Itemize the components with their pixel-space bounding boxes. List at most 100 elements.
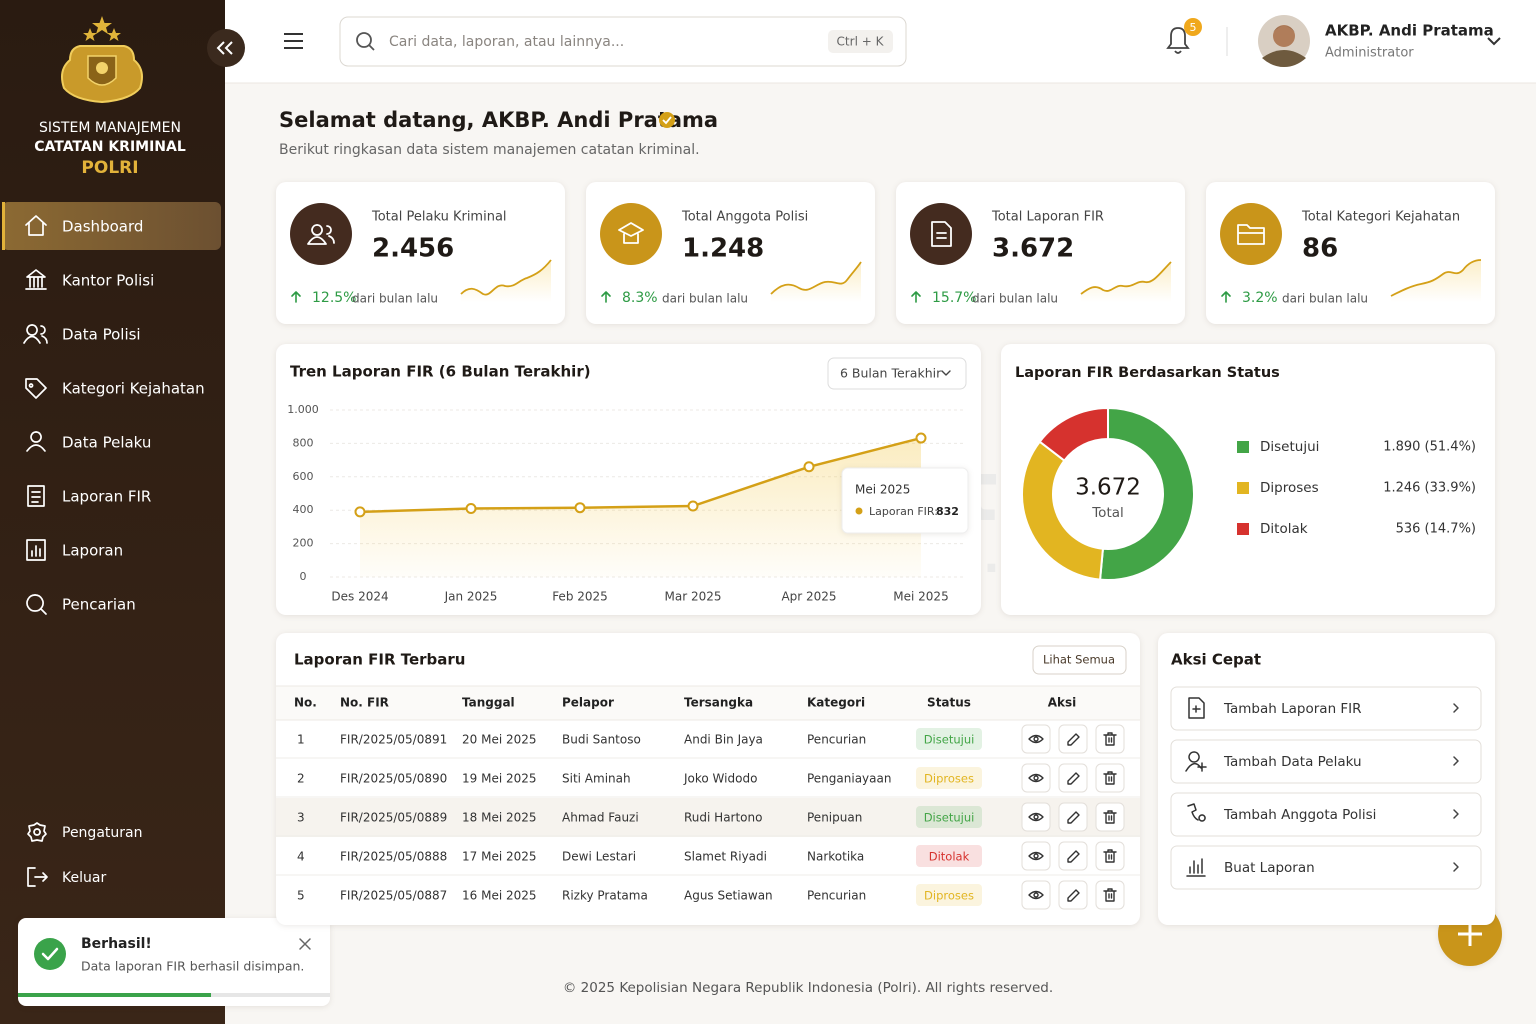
trend-point[interactable] [915, 432, 927, 444]
edit-button[interactable] [1058, 724, 1088, 754]
user-dropdown[interactable] [1487, 37, 1501, 46]
nav-item[interactable]: Data Polisi [62, 326, 141, 344]
nav-item[interactable]: Pencarian [62, 596, 136, 614]
edit-button[interactable] [1058, 763, 1088, 793]
view-button[interactable] [1021, 841, 1051, 871]
delete-button[interactable] [1095, 880, 1125, 910]
trend-point[interactable] [803, 461, 815, 473]
trend-point[interactable] [354, 506, 366, 518]
collapse-button[interactable] [207, 29, 245, 67]
toast-check [41, 947, 59, 961]
nav-item[interactable]: Pengaturan [62, 825, 142, 841]
status-badge: Diproses [924, 889, 974, 903]
sparkline-area [1391, 260, 1481, 302]
action-icon [1028, 812, 1044, 822]
delete-button[interactable] [1095, 724, 1125, 754]
quick-action[interactable] [1170, 686, 1482, 731]
trend-point[interactable] [574, 502, 586, 514]
toast-close[interactable] [299, 938, 311, 950]
notification-button[interactable] [1166, 18, 1202, 54]
trend-point[interactable] [687, 500, 699, 512]
nav-item[interactable]: Kantor Polisi [62, 272, 154, 290]
view-button[interactable] [1021, 724, 1051, 754]
nav-item[interactable]: Kategori Kejahatan [62, 380, 205, 398]
nav-active-bg[interactable] [2, 202, 221, 250]
menu-button[interactable] [284, 33, 303, 49]
table-cell: FIR/2025/05/0889 [340, 811, 447, 825]
quick-action-chevron [1453, 703, 1459, 713]
quick-action[interactable] [1170, 792, 1482, 837]
dropdown-chevron [941, 370, 951, 376]
quick-action-icon [1187, 803, 1206, 822]
delete-button[interactable] [1095, 802, 1125, 832]
search-box[interactable] [339, 16, 907, 67]
trend-arrow [1221, 291, 1231, 303]
trend-point[interactable] [465, 503, 477, 515]
sparkline-line [1080, 261, 1172, 295]
quick-action-icon [1188, 697, 1205, 719]
nav-icon [27, 822, 47, 842]
action-icon [1028, 890, 1044, 900]
logo [61, 16, 143, 104]
sparkline-line [460, 259, 552, 296]
table-header: Aksi [1048, 696, 1077, 710]
sparkline [1390, 259, 1482, 302]
table-cell: 18 Mei 2025 [462, 811, 537, 825]
edit-button[interactable] [1058, 841, 1088, 871]
legend-swatch [1237, 482, 1249, 494]
sparkline-area [461, 260, 551, 302]
nav-icon [26, 594, 47, 615]
nav-icon [27, 485, 45, 507]
view-button[interactable] [1021, 802, 1051, 832]
legend-label: Diproses [1260, 480, 1319, 496]
action-icon [1103, 849, 1117, 863]
y-tick-label: 200 [293, 537, 314, 550]
action-icon [1067, 889, 1080, 902]
period-dropdown-label: 6 Bulan Terakhir [840, 366, 942, 381]
table-cell: Agus Setiawan [684, 889, 773, 903]
table-header-bg [276, 686, 1140, 720]
status-badge-bg [916, 845, 982, 867]
view-button[interactable] [1021, 763, 1051, 793]
notification-count: 5 [1190, 21, 1197, 34]
legend-value: 536 (14.7%) [1396, 522, 1476, 537]
nav-icon [26, 539, 46, 561]
quick-action[interactable] [1170, 739, 1482, 784]
table-cell: Penganiayaan [807, 772, 891, 786]
trend-arrow [601, 291, 611, 303]
action-icon [1028, 734, 1044, 744]
nav-item[interactable]: Laporan FIR [62, 488, 151, 506]
table-cell: Joko Widodo [683, 772, 757, 786]
view-button[interactable] [1021, 880, 1051, 910]
edit-button[interactable] [1058, 802, 1088, 832]
table-header: Tanggal [462, 696, 515, 710]
stat-change: 15.7% [932, 290, 976, 306]
x-tick-label: Mei 2025 [893, 590, 948, 604]
view-all-button[interactable] [1032, 645, 1127, 675]
view-all-label: Lihat Semua [1043, 653, 1115, 667]
y-tick-label: 1.000 [287, 403, 319, 416]
stat-label: Total Laporan FIR [991, 210, 1104, 225]
table-cell: Dewi Lestari [562, 850, 636, 864]
nav-item[interactable]: Dashboard [62, 218, 143, 236]
chart-title: Laporan FIR Berdasarkan Status [1015, 365, 1280, 381]
period-dropdown[interactable] [827, 357, 967, 390]
sparkline-line [1390, 259, 1482, 297]
nav-item[interactable]: Laporan [62, 542, 123, 560]
stat-icon [307, 224, 335, 245]
avatar[interactable] [1258, 15, 1310, 67]
edit-button[interactable] [1058, 880, 1088, 910]
user-role: Administrator [1325, 46, 1414, 61]
quick-action[interactable] [1170, 845, 1482, 890]
delete-button[interactable] [1095, 763, 1125, 793]
delete-button[interactable] [1095, 841, 1125, 871]
search-placeholder: Cari data, laporan, atau lainnya... [389, 34, 624, 50]
nav-item[interactable]: Keluar [62, 870, 106, 886]
status-badge-bg [916, 884, 982, 906]
nav-icon [26, 431, 46, 452]
table-cell: 1 [297, 733, 305, 747]
stat-value: 3.672 [992, 234, 1074, 264]
stat-label: Total Anggota Polisi [681, 210, 808, 225]
nav-item[interactable]: Data Pelaku [62, 434, 151, 452]
y-tick-label: 800 [293, 436, 314, 449]
